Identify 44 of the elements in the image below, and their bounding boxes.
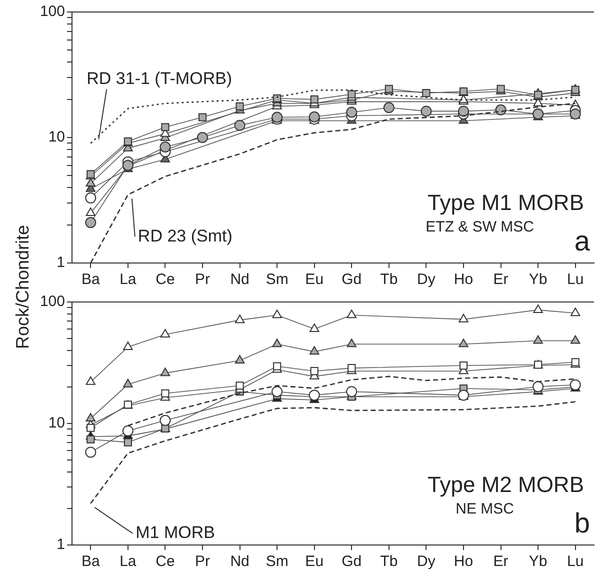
y-axis-title: Rock/Chondrite (12, 224, 34, 350)
x-tick-label: Yb (528, 271, 548, 288)
x-tick-label: Eu (305, 271, 324, 288)
x-tick-label: Tb (380, 553, 398, 570)
x-tick-label: Dy (417, 271, 436, 288)
annotation: Type M1 MORB (428, 190, 584, 216)
x-tick-label: Nd (230, 271, 250, 288)
x-tick-label: Ba (81, 553, 100, 570)
annotation: NE MSC (456, 500, 514, 518)
x-tick-label: La (120, 553, 137, 570)
x-tick-label: Er (493, 553, 508, 570)
x-tick-label: Sm (266, 553, 288, 570)
x-tick-label: Ba (81, 271, 100, 288)
x-tick-label: Ce (156, 553, 175, 570)
x-tick-label: Pr (195, 553, 210, 570)
x-tick-label: Lu (567, 553, 584, 570)
x-tick-label: Eu (305, 553, 324, 570)
text: M1 MORB (136, 523, 215, 542)
x-tick-label: Gd (342, 271, 362, 288)
x-tick-label: Yb (528, 553, 548, 570)
annotation: Type M2 MORB (428, 472, 584, 498)
y-tick-label: 100 (40, 293, 65, 310)
x-tick-label: Gd (342, 553, 362, 570)
x-tick-label: Er (493, 271, 508, 288)
annotation: ETZ & SW MSC (426, 218, 534, 236)
annotation: a (574, 226, 590, 257)
x-tick-label: Dy (417, 553, 436, 570)
x-tick-label: Ho (454, 271, 474, 288)
series-label: RD 23 (Smt) (138, 226, 232, 246)
x-tick-label: Ce (156, 271, 175, 288)
series-label: RD 31-1 (T-MORB) (86, 68, 232, 88)
x-tick-label: La (120, 271, 137, 288)
x-tick-label: Lu (567, 271, 584, 288)
y-tick-label: 10 (48, 414, 65, 432)
annotation: b (574, 508, 590, 539)
y-tick-label: 1 (56, 254, 65, 272)
y-tick-label: 10 (48, 128, 65, 146)
x-tick-label: Tb (380, 271, 398, 288)
y-tick-label: 1 (56, 536, 65, 554)
x-tick-label: Pr (195, 271, 210, 288)
x-tick-label: Nd (230, 553, 250, 570)
x-tick-label: Sm (266, 271, 288, 288)
y-tick-label: 100 (40, 3, 65, 20)
x-tick-label: Ho (454, 553, 474, 570)
